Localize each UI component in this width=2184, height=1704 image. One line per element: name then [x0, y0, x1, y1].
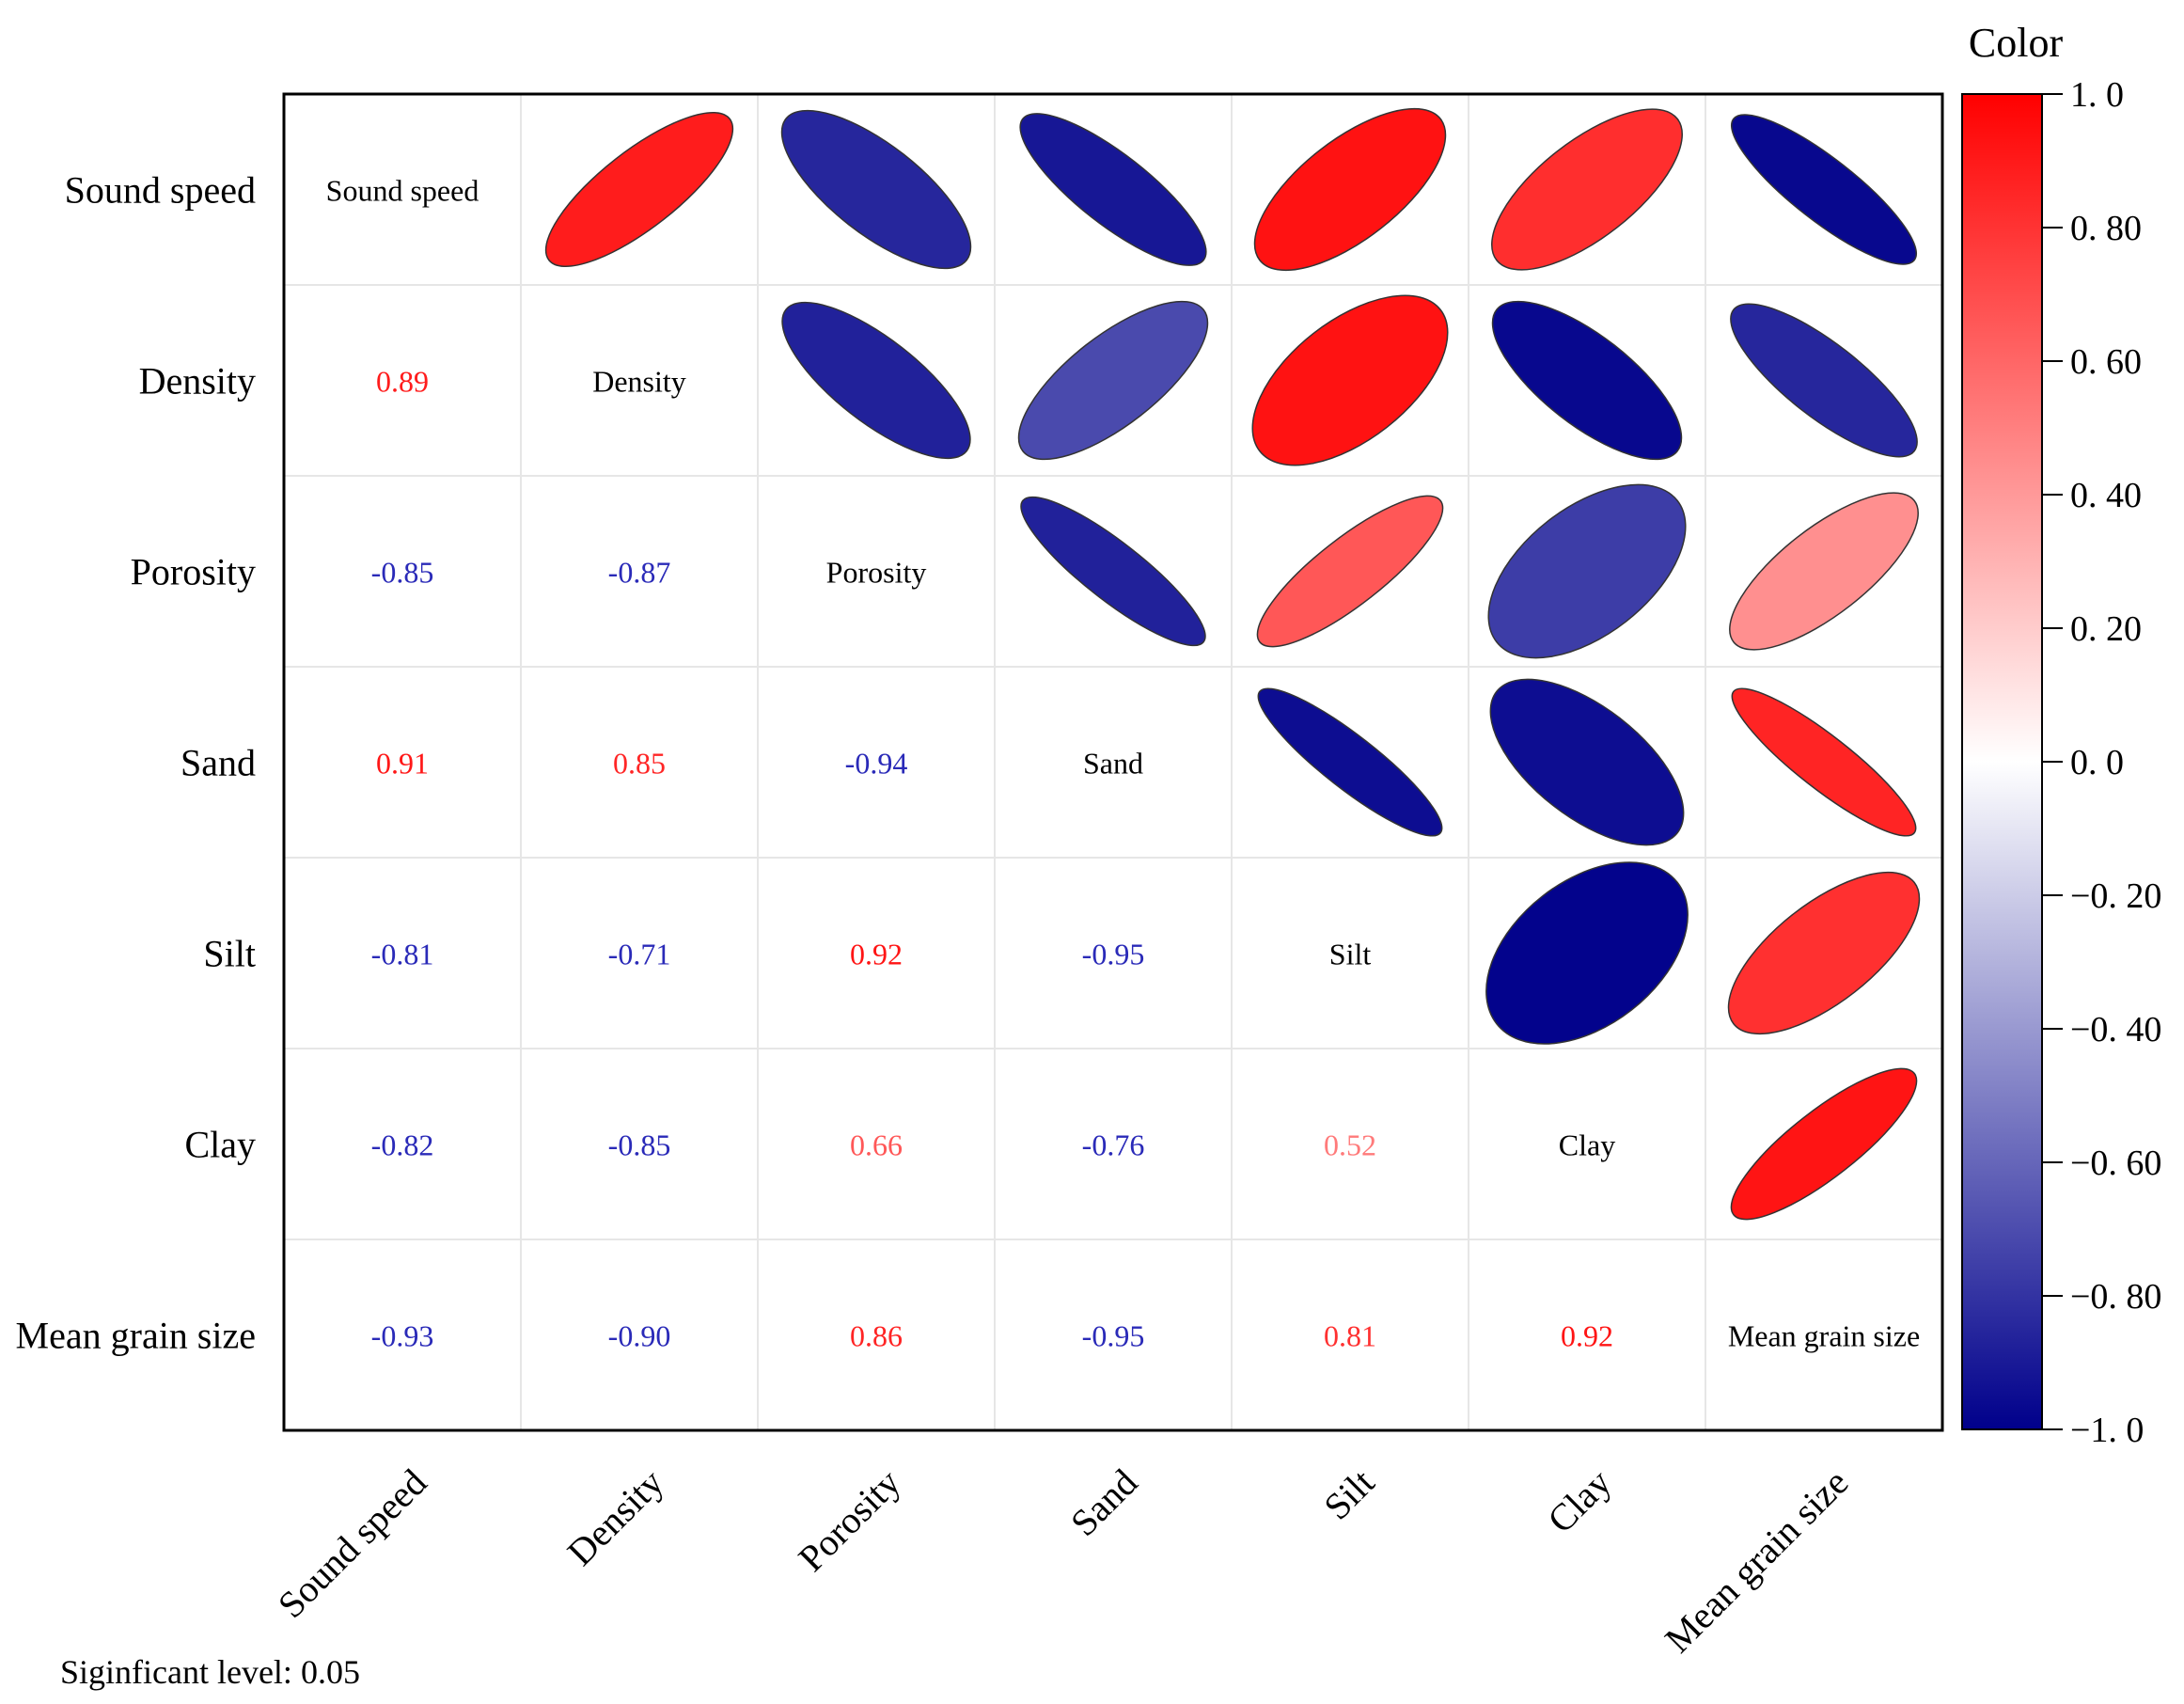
correlation-ellipse [1731, 687, 1917, 837]
row-labels: Sound speed Density Porosity Sand Silt Clay Me… [16, 169, 256, 1357]
colorbar-tick-label: 0. 40 [2070, 476, 2142, 515]
plot-border [282, 92, 1944, 1432]
colorbar-tick-label: −1. 0 [2070, 1411, 2144, 1450]
correlation-ellipse [1730, 114, 1918, 265]
row-label: Density [139, 360, 256, 402]
colorbar-tick-label: −0. 40 [2070, 1010, 2161, 1049]
colorbar-tick-label: 1. 0 [2070, 75, 2124, 115]
diagonal-label: Density [592, 365, 686, 399]
correlation-value-label: 0.91 [376, 747, 429, 781]
colorbar-title: Color [1969, 20, 2064, 66]
colorbar-tick-label: −0. 20 [2070, 876, 2161, 916]
correlation-value-label: -0.95 [1082, 1319, 1145, 1353]
colorbar-tick-label: 0. 0 [2070, 743, 2124, 782]
correlation-value-label: 0.85 [613, 747, 666, 781]
correlation-ellipse [1019, 113, 1207, 266]
column-label: Density [559, 1461, 672, 1574]
correlation-ellipse [1253, 107, 1447, 272]
correlation-ellipse [1020, 496, 1206, 647]
diagonal-label: Clay [1559, 1128, 1615, 1162]
column-label: Clay [1539, 1461, 1619, 1541]
colorbar-tick-label: −0. 80 [2070, 1277, 2161, 1317]
correlation-value-label: -0.87 [608, 556, 671, 590]
correlation-value-label: -0.85 [371, 556, 434, 590]
correlation-value-label: -0.94 [845, 747, 908, 781]
correlation-value-label: -0.95 [1082, 938, 1145, 971]
correlation-value-label: -0.93 [371, 1319, 434, 1353]
correlation-ellipse [1485, 861, 1689, 1045]
column-labels: Sound speed Density Porosity Sand Silt Clay Me… [270, 1461, 1857, 1661]
correlation-ellipse [1730, 1067, 1918, 1221]
colorbar-tick-label: 0. 20 [2070, 609, 2142, 649]
correlation-ellipse [1256, 495, 1444, 648]
column-label: Sand [1062, 1461, 1145, 1544]
correlation-ellipse [1730, 303, 1918, 458]
colorbar-scale [1961, 93, 2043, 1430]
colorbar-tick-label: 0. 60 [2070, 342, 2142, 382]
correlation-ellipse [1491, 300, 1683, 461]
correlation-value-label: -0.71 [608, 938, 671, 971]
correlation-ellipse [780, 109, 972, 270]
row-label: Porosity [131, 551, 256, 593]
colorbar-tick-label: −0. 60 [2070, 1144, 2161, 1183]
correlation-value-label: 0.92 [850, 938, 903, 971]
correlation-ellipse [544, 111, 734, 268]
correlation-ellipse [781, 301, 971, 460]
row-label: Sound speed [65, 169, 256, 212]
matrix-cells: Sound speed 0.89 Density -0.85 -0.87 Porosity… [326, 107, 1921, 1353]
correlation-value-label: -0.90 [608, 1319, 671, 1353]
diagonal-label: Porosity [826, 556, 927, 590]
correlation-value-label: 0.89 [376, 365, 429, 399]
correlation-value-label: -0.82 [371, 1128, 434, 1162]
correlation-value-label: 0.86 [850, 1319, 903, 1353]
column-label: Sound speed [270, 1461, 435, 1627]
colorbar-ticks: 1. 0 0. 80 0. 60 0. 40 0. 20 0. 0 −0. 20 −0. 40… [2042, 75, 2161, 1450]
column-label: Mean grain size [1657, 1461, 1856, 1661]
column-label: Porosity [790, 1461, 908, 1580]
diagonal-label: Mean grain size [1728, 1319, 1920, 1353]
correlation-value-label: 0.52 [1324, 1128, 1376, 1162]
row-label: Clay [184, 1124, 256, 1166]
diagonal-label: Sound speed [326, 174, 479, 208]
correlation-value-label: -0.85 [608, 1128, 671, 1162]
correlation-value-label: 0.92 [1561, 1319, 1613, 1353]
correlation-value-label: -0.76 [1082, 1128, 1145, 1162]
correlation-ellipse [1489, 678, 1685, 846]
row-label: Sand [181, 742, 256, 784]
diagonal-label: Sand [1083, 747, 1143, 781]
diagonal-label: Silt [1329, 938, 1372, 971]
correlation-ellipse [1729, 492, 1919, 651]
row-label: Mean grain size [16, 1315, 256, 1357]
grid-lines [284, 94, 1942, 1430]
correlation-ellipse [1017, 300, 1209, 461]
correlation-value-label: 0.81 [1324, 1319, 1376, 1353]
correlation-ellipse [1727, 871, 1921, 1035]
correlation-ellipse [1257, 687, 1443, 837]
significance-footnote: Siginficant level: 0.05 [60, 1653, 360, 1691]
correlation-ellipse [1491, 108, 1683, 271]
correlation-value-label: 0.66 [850, 1128, 903, 1162]
row-label: Silt [203, 933, 256, 975]
colorbar-tick-label: 0. 80 [2070, 209, 2142, 248]
correlation-ellipse [1251, 294, 1449, 466]
correlation-value-label: -0.81 [371, 938, 434, 971]
colorbar: Color 1. 0 0. 80 0. 60 0. 40 0. 20 0. 0 −0. 20… [1961, 20, 2161, 1450]
column-label: Silt [1315, 1461, 1382, 1528]
correlation-ellipse [1487, 483, 1687, 659]
